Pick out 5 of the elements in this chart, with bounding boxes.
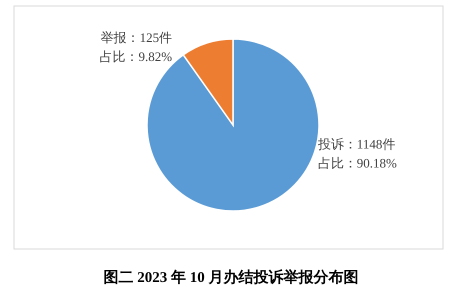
slice-label: 投诉：1148件 [316,136,396,152]
slice-label: 举报：125件 [100,30,172,46]
text: 图二 2023 年 10 月办结投诉举报分布图 [104,268,358,286]
text: 占比：90.18% [318,156,398,171]
text: 占比：9.82% [100,49,172,64]
